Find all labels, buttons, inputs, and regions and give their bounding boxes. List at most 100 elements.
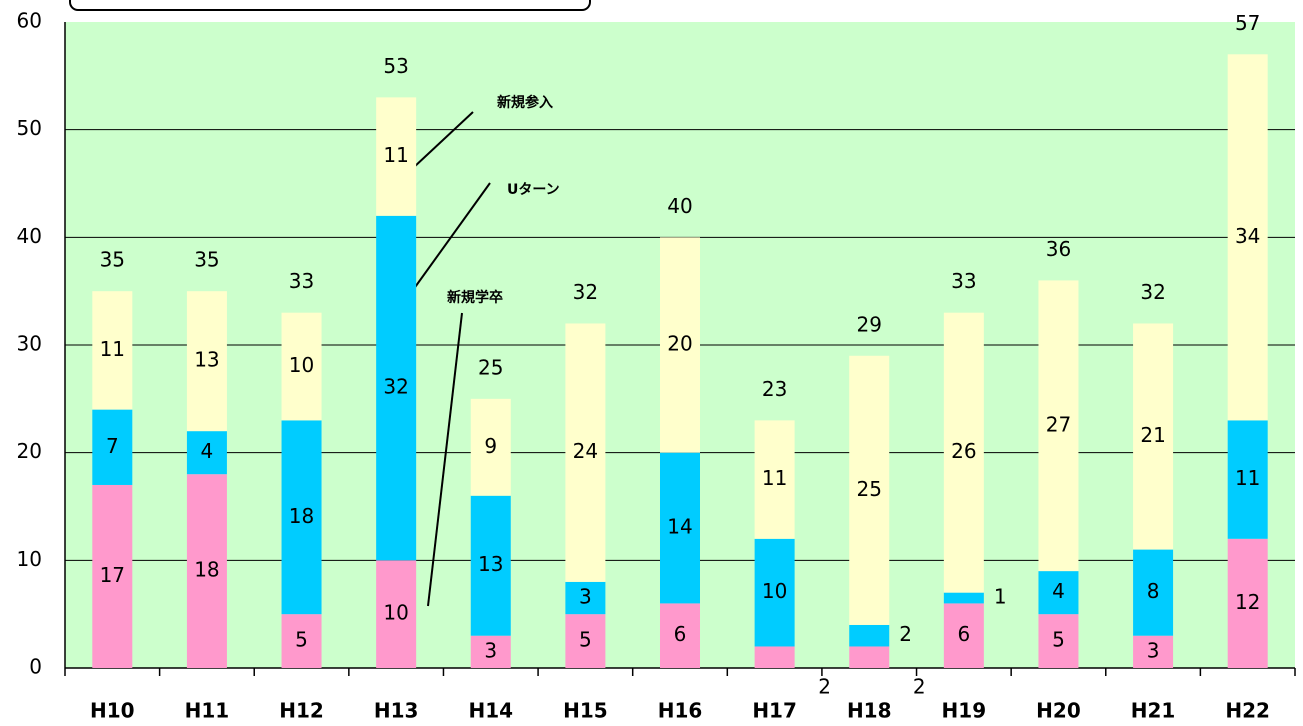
total-label: 53 [383,54,408,78]
bar-segment [1038,614,1079,668]
bar-segment [660,603,700,668]
bar-segment [92,291,133,410]
bar-segment [186,291,227,432]
bar-segment [470,398,511,496]
bar-segment [660,237,700,453]
segment-label: 5 [1052,628,1065,652]
segment-label: 18 [194,558,219,582]
bar-segment [470,495,511,636]
leader-line [427,312,463,607]
segment-label: 26 [951,439,976,463]
bar-segment [1038,280,1079,572]
segment-label: 3 [1147,638,1160,662]
x-tick-label: H11 [185,699,230,723]
segment-label: 7 [106,434,119,458]
segment-label: 5 [579,628,592,652]
x-tick-label: H20 [1036,699,1081,723]
segment-label: 18 [289,504,314,528]
title-box [69,0,591,11]
segment-label: 12 [1235,590,1260,614]
segment-label: 9 [484,434,497,458]
segment-label: 11 [383,143,408,167]
y-tick-label: 50 [17,116,42,140]
segment-label: 2 [818,675,831,699]
segment-label: 2 [913,675,926,699]
segment-label: 17 [100,563,125,587]
leader-line [412,111,474,169]
bar-segment [943,592,984,604]
bar-segment [281,420,322,615]
bar-segment [849,624,890,647]
bar-segment [565,323,606,582]
bar-segment [376,97,417,216]
y-tick-label: 40 [17,224,42,248]
y-tick-label: 10 [17,547,42,571]
x-tick-label: H21 [1131,699,1176,723]
bar-segment [1227,54,1268,421]
x-tick-label: H14 [468,699,513,723]
segment-label: 4 [1052,579,1065,603]
segment-label: 34 [1235,224,1260,248]
y-tick-label: 20 [17,439,42,463]
bar-segment [186,474,227,668]
segment-label: 10 [762,579,787,603]
segment-label: 6 [674,622,687,646]
x-tick-label: H18 [847,699,892,723]
bar-segment [376,215,417,561]
bar-segment [754,420,795,539]
bar-segment [281,312,322,421]
segment-label: 32 [383,375,408,399]
x-tick-label: H13 [374,699,419,723]
segment-label: 4 [201,439,214,463]
x-tick-label: H16 [658,699,703,723]
x-tick-label: H19 [942,699,987,723]
total-label: 25 [478,355,503,379]
segment-label: 3 [484,638,497,662]
segment-label: 27 [1046,412,1071,436]
segment-label: 21 [1140,423,1165,447]
series-annotation: Uターン [507,182,560,198]
bar-segment [376,560,417,668]
bar-segment [754,646,795,668]
segment-label: 5 [295,628,308,652]
y-tick-label: 60 [17,9,42,33]
leader-line [412,182,491,291]
segment-label: 11 [762,466,787,490]
bar-segment [186,431,227,475]
bar-segment [92,409,133,485]
bar-segment [470,635,511,668]
segment-label: 11 [1235,466,1260,490]
total-label: 33 [951,269,976,293]
total-label: 35 [194,248,219,272]
bar-segment [1227,538,1268,668]
segment-label: 10 [383,601,408,625]
x-tick-label: H10 [90,699,135,723]
series-annotation: 新規学卒 [447,289,503,306]
series-annotation: 新規参入 [497,94,553,111]
bar-segment [1038,571,1079,615]
y-tick-label: 30 [17,332,42,356]
bar-segment [565,614,606,668]
total-label: 29 [857,312,882,336]
segment-label: 13 [478,552,503,576]
bar-segment [565,581,606,615]
bar-segment [1133,549,1174,636]
segment-label: 20 [667,332,692,356]
total-label: 33 [289,269,314,293]
segment-label: 3 [579,585,592,609]
total-label: 35 [100,248,125,272]
bar-segment [1133,635,1174,668]
x-tick-label: H17 [752,699,797,723]
total-label: 32 [1140,280,1165,304]
y-tick-label: 0 [29,655,42,679]
total-label: 40 [667,194,692,218]
bar-segment [281,614,322,668]
total-label: 57 [1235,11,1260,35]
bar-segment [943,603,984,668]
x-tick-label: H12 [279,699,324,723]
segment-label: 8 [1147,579,1160,603]
x-tick-label: H22 [1225,699,1270,723]
bar-segment [754,538,795,647]
bar-segment [1133,323,1174,550]
